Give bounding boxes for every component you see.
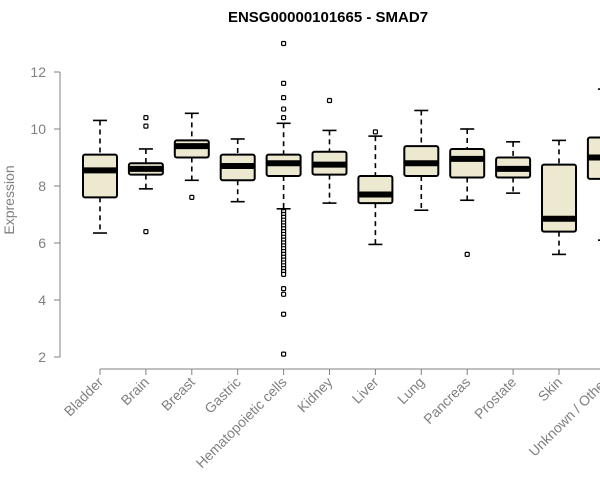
outlier-point	[281, 286, 287, 292]
outlier-point	[464, 251, 470, 257]
box-lung	[403, 109, 440, 212]
outlier-point	[189, 194, 195, 200]
outlier-point	[281, 311, 287, 317]
outlier-point	[143, 229, 149, 235]
x-category-label: Brain	[118, 374, 152, 408]
outlier-point	[143, 123, 149, 129]
iqr-box	[82, 153, 118, 199]
boxes-group	[82, 40, 600, 357]
outlier-point	[372, 129, 378, 135]
outlier-point	[281, 271, 287, 277]
chart-title: ENSG00000101665 - SMAD7	[228, 9, 428, 26]
outlier-point	[281, 106, 287, 112]
box-liver	[357, 129, 394, 246]
y-tick-label: 6	[38, 235, 46, 251]
x-category-label: Gastric	[201, 374, 244, 417]
x-category-label: Kidney	[294, 374, 336, 416]
x-category-label: Hematopoietic cells	[193, 374, 290, 471]
outlier-point	[281, 80, 287, 87]
box-pancreas	[449, 128, 486, 257]
box-skin	[541, 139, 577, 256]
outlier-point	[281, 351, 287, 357]
x-category-label: Breast	[158, 374, 198, 414]
y-axis-label: Expression	[1, 165, 17, 234]
outlier-point	[326, 97, 333, 104]
y-tick-label: 4	[38, 292, 46, 308]
y-axis: 2 4 6 8 10 12	[30, 64, 61, 365]
outlier-point	[143, 114, 149, 121]
x-category-label: Skin	[535, 374, 566, 405]
x-category-label: Liver	[349, 374, 382, 407]
iqr-box	[357, 175, 394, 205]
outlier-point	[281, 114, 287, 121]
box-prostate	[495, 141, 532, 194]
x-category-label: Lung	[394, 374, 427, 407]
outlier-point	[281, 40, 287, 47]
iqr-box	[541, 163, 577, 233]
box-brain	[127, 114, 164, 235]
x-category-label: Bladder	[61, 374, 107, 420]
box-breast	[173, 112, 210, 200]
outlier-point	[281, 291, 287, 297]
outlier-point	[281, 95, 287, 101]
box-unknown-other	[586, 88, 600, 241]
iqr-box	[449, 147, 486, 179]
x-category-label: Prostate	[471, 374, 519, 422]
y-tick-label: 12	[30, 64, 46, 80]
x-category-label: Pancreas	[420, 374, 473, 427]
box-gastric	[219, 138, 256, 203]
y-tick-label: 10	[30, 121, 46, 137]
box-bladder	[82, 119, 118, 234]
box-hematopoietic-cells	[265, 40, 302, 357]
y-tick-label: 2	[38, 349, 46, 365]
y-tick-label: 8	[38, 178, 46, 194]
box-kidney	[311, 97, 348, 204]
